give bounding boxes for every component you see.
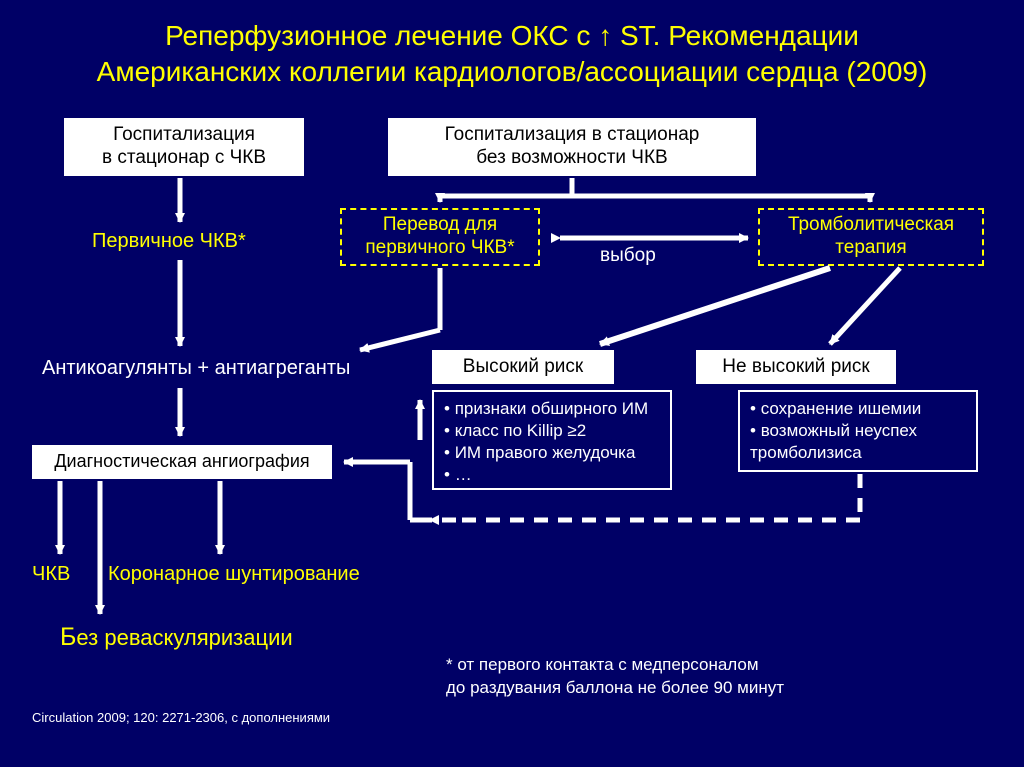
node-not-high-risk-text: Не высокий риск	[722, 356, 869, 379]
node-hosp-pci-text: Госпитализация в стационар с ЧКВ	[102, 124, 266, 170]
node-hosp-no-pci: Госпитализация в стационар без возможнос…	[388, 118, 756, 176]
node-angio: Диагностическая ангиография	[32, 445, 332, 479]
high-risk-item: • …	[444, 464, 660, 486]
node-thrombolytic: Тромболитическая терапия	[758, 208, 984, 266]
slide-title-line2: Американских коллегии кардиологов/ассоци…	[0, 54, 1024, 89]
node-transfer-pci: Перевод для первичного ЧКВ*	[340, 208, 540, 266]
node-hosp-pci: Госпитализация в стационар с ЧКВ	[64, 118, 304, 176]
not-high-risk-item: • возможный неуспех тромболизиса	[750, 420, 966, 464]
node-anticoag: Антикоагулянты + антиагреганты	[42, 357, 350, 380]
node-transfer-pci-text: Перевод для первичного ЧКВ*	[365, 214, 514, 260]
high-risk-item: • признаки обширного ИМ	[444, 398, 660, 420]
high-risk-item: • класс по Killip ≥2	[444, 420, 660, 442]
node-not-high-risk: Не высокий риск	[696, 350, 896, 384]
node-pci: ЧКВ	[32, 563, 70, 586]
label-choice: выбор	[600, 245, 656, 267]
slide-title-line1: Реперфузионное лечение ОКС с ↑ ST. Реком…	[0, 18, 1024, 53]
node-high-risk-details: • признаки обширного ИМ • класс по Killi…	[432, 390, 672, 490]
node-not-high-risk-details: • сохранение ишемии • возможный неуспех …	[738, 390, 978, 472]
node-high-risk: Высокий риск	[432, 350, 614, 384]
not-high-risk-item: • сохранение ишемии	[750, 398, 966, 420]
node-cabg: Коронарное шунтирование	[108, 563, 360, 586]
node-primary-pci: Первичное ЧКВ*	[92, 230, 246, 253]
high-risk-item: • ИМ правого желудочка	[444, 442, 660, 464]
footnote-line2: до раздувания баллона не более 90 минут	[446, 678, 784, 698]
citation: Circulation 2009; 120: 2271-2306, с допо…	[32, 710, 330, 725]
node-thrombolytic-text: Тромболитическая терапия	[788, 214, 954, 260]
node-angio-text: Диагностическая ангиография	[54, 451, 309, 473]
node-hosp-no-pci-text: Госпитализация в стационар без возможнос…	[445, 124, 700, 170]
footnote-line1: * от первого контакта с медперсоналом	[446, 655, 759, 675]
node-high-risk-text: Высокий риск	[463, 356, 583, 379]
node-no-revasc: Без реваскуляризации	[60, 623, 293, 652]
flowchart-canvas: { "title": { "line1": "Реперфузионное ле…	[0, 0, 1024, 767]
